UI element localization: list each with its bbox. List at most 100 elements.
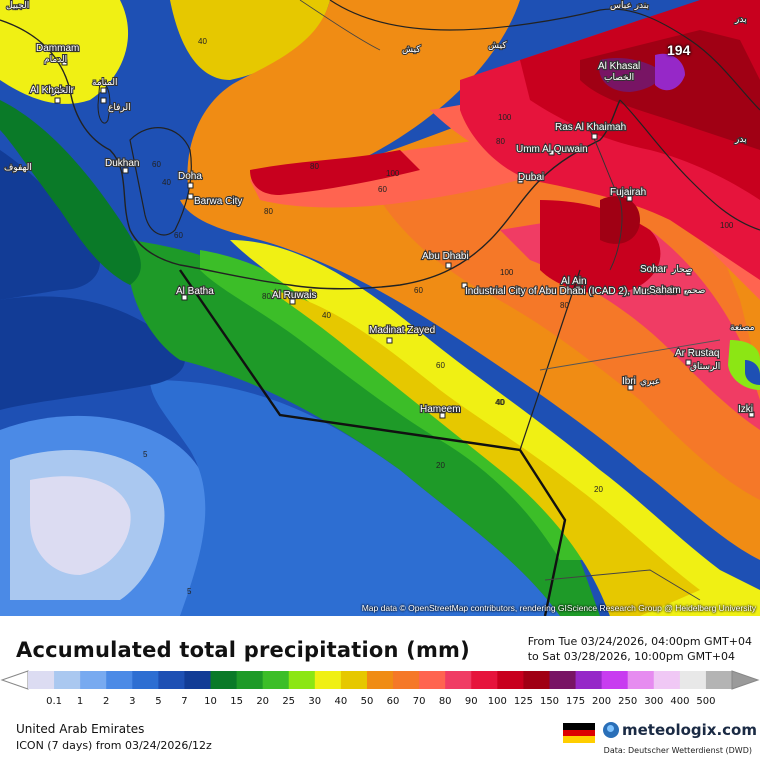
city-label: Al Khasal <box>598 61 640 72</box>
contour-label: 20 <box>594 485 603 494</box>
legend-tick-label: 400 <box>670 696 690 707</box>
legend-tick-label: 300 <box>644 696 664 707</box>
brand-logo[interactable]: meteologix.com <box>603 721 757 739</box>
contour-label: 100 <box>386 169 400 178</box>
legend-tick-label: 2 <box>103 696 110 707</box>
city-label: Dubai <box>518 172 544 183</box>
place-label: بندر عباس <box>610 1 649 11</box>
legend-tick-label: 40 <box>334 696 348 707</box>
contour-label: 100 <box>720 221 734 230</box>
period-to: to Sat 03/28/2026, 10:00pm GMT+04 <box>527 650 736 663</box>
legend-swatch <box>262 671 290 689</box>
legend-swatch <box>184 671 212 689</box>
legend-swatch <box>445 671 472 689</box>
city-label: Dukhan <box>105 158 139 169</box>
legend-tick-label: 80 <box>438 696 452 707</box>
region-name: United Arab Emirates <box>16 722 145 736</box>
contour-label: 60 <box>174 231 183 240</box>
city-label-ar: الدمام <box>44 55 67 65</box>
precipitation-map[interactable]: Dammam الدمام Al Khobar الخبر المنامة ال… <box>0 0 760 616</box>
city-label: Al Batha <box>176 286 214 297</box>
contour-label: 100 <box>500 268 514 277</box>
legend-swatch <box>471 671 498 689</box>
legend-tick-label: 100 <box>487 696 507 707</box>
flag-stripe-black <box>563 723 595 730</box>
legend-tick-label: 70 <box>412 696 426 707</box>
contour-label: 60 <box>436 361 445 370</box>
city-label: Abu Dhabi <box>422 251 469 262</box>
city-label: Ras Al Khaimah <box>555 122 626 133</box>
city-label-ar: الرفاع <box>108 103 131 113</box>
legend-swatch <box>601 671 629 689</box>
legend-swatch <box>497 671 524 689</box>
legend-swatch <box>366 671 394 689</box>
legend-tick-label: 175 <box>566 696 586 707</box>
extra-labels: الجبيل الهفوف كيش كيش بندر عباس بدر بدر … <box>3 0 756 334</box>
city-label: Industrial City of Abu Dhabi (ICAD 2), M… <box>465 286 676 297</box>
place-label: الجبيل <box>6 1 29 11</box>
legend-arrow-min <box>0 670 29 690</box>
legend-tick-label: 15 <box>230 696 243 707</box>
contour-label: 100 <box>498 113 512 122</box>
contour-label: 5 <box>187 587 192 596</box>
contour-label: 60 <box>152 160 161 169</box>
legend-tick-label: 7 <box>181 696 188 707</box>
place-label: مصنعة <box>730 323 755 333</box>
color-legend <box>0 668 760 692</box>
contour-label: 80 <box>560 301 569 310</box>
forecast-period: From Tue 03/24/2026, 04:00pm GMT+04 to S… <box>528 634 752 664</box>
contour-label: 80 <box>496 137 505 146</box>
city-label: Ibri <box>622 376 636 387</box>
legend-swatch <box>627 671 655 689</box>
city-label-ar: عبري <box>640 377 660 387</box>
legend-swatch <box>523 671 550 689</box>
legend-bar <box>0 670 760 690</box>
legend-swatch <box>575 671 603 689</box>
legend-tick-label: 25 <box>282 696 296 707</box>
city-label: Umm Al Quwain <box>516 144 588 155</box>
city-label: Izki <box>738 404 753 415</box>
city-labels: Dammam الدمام Al Khobar الخبر المنامة ال… <box>29 42 754 416</box>
chart-title: Accumulated total precipitation (mm) <box>16 638 470 662</box>
legend-tick-label: 500 <box>696 696 716 707</box>
contour-label: 60 <box>378 185 387 194</box>
map-canvas: Dammam الدمام Al Khobar الخبر المنامة ال… <box>0 0 760 616</box>
city-label-ar: الخصاب <box>604 73 634 83</box>
legend-tick-label: 5 <box>155 696 162 707</box>
legend-swatch <box>54 671 81 689</box>
legend-swatch <box>132 671 159 689</box>
place-label: بدر <box>734 15 747 25</box>
legend-swatch <box>549 671 577 689</box>
legend-tick-label: 1 <box>76 696 84 707</box>
legend-swatch <box>106 671 133 689</box>
place-label: كيش <box>402 45 421 55</box>
city-label: Doha <box>178 171 202 182</box>
city-label: Fujairah <box>610 187 646 198</box>
legend-tick-label: 50 <box>360 696 374 707</box>
legend-tick-label: 200 <box>592 696 612 707</box>
germany-flag-icon <box>563 723 595 743</box>
city-label: Al Ruwais <box>272 290 316 301</box>
flag-stripe-red <box>563 729 595 737</box>
legend-tick-label: 60 <box>386 696 400 707</box>
legend-swatch <box>314 671 342 689</box>
contour-label: 20 <box>436 461 445 470</box>
legend-swatch <box>705 671 733 689</box>
city-label: Al Ain <box>561 276 587 287</box>
legend-swatch <box>210 671 238 689</box>
city-label-ar: الخبر <box>51 86 71 96</box>
city-label: Saham <box>649 285 681 296</box>
city-label: Hameem <box>420 404 461 415</box>
model-info: ICON (7 days) from 03/24/2026/12z <box>16 739 212 752</box>
contour-label: 5 <box>143 450 148 459</box>
legend-tick-label: 10 <box>204 696 217 707</box>
legend-swatch <box>158 671 185 689</box>
contour-label: 40 <box>322 311 331 320</box>
contour-label: 80 <box>262 292 271 301</box>
legend-swatch <box>393 671 420 689</box>
legend-tick-label: 0.1 <box>46 696 63 707</box>
legend-swatch <box>28 671 55 689</box>
contour-label: 60 <box>414 286 423 295</box>
city-label: Al Khobar <box>30 85 75 96</box>
peak-value-label: 194 <box>667 42 691 58</box>
